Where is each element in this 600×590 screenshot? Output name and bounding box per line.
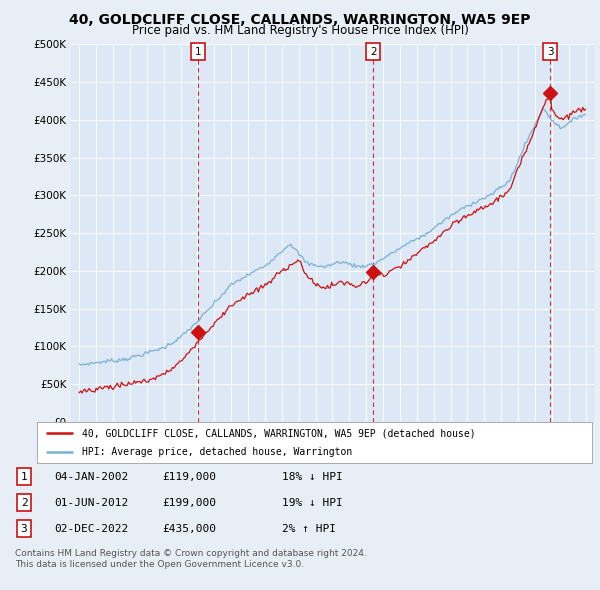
- Text: £435,000: £435,000: [162, 524, 216, 533]
- Text: This data is licensed under the Open Government Licence v3.0.: This data is licensed under the Open Gov…: [15, 560, 304, 569]
- Text: 01-JUN-2012: 01-JUN-2012: [54, 498, 128, 507]
- Text: 2% ↑ HPI: 2% ↑ HPI: [282, 524, 336, 533]
- Text: HPI: Average price, detached house, Warrington: HPI: Average price, detached house, Warr…: [82, 447, 352, 457]
- Text: £119,000: £119,000: [162, 472, 216, 481]
- Text: 1: 1: [194, 47, 201, 57]
- Text: 3: 3: [547, 47, 554, 57]
- Text: 40, GOLDCLIFF CLOSE, CALLANDS, WARRINGTON, WA5 9EP (detached house): 40, GOLDCLIFF CLOSE, CALLANDS, WARRINGTO…: [82, 428, 475, 438]
- Text: 3: 3: [20, 524, 28, 533]
- Text: 02-DEC-2022: 02-DEC-2022: [54, 524, 128, 533]
- Text: Contains HM Land Registry data © Crown copyright and database right 2024.: Contains HM Land Registry data © Crown c…: [15, 549, 367, 558]
- Text: 18% ↓ HPI: 18% ↓ HPI: [282, 472, 343, 481]
- Text: 2: 2: [370, 47, 377, 57]
- Text: 2: 2: [20, 498, 28, 507]
- Text: 40, GOLDCLIFF CLOSE, CALLANDS, WARRINGTON, WA5 9EP: 40, GOLDCLIFF CLOSE, CALLANDS, WARRINGTO…: [69, 13, 531, 27]
- Text: 1: 1: [20, 472, 28, 481]
- Text: Price paid vs. HM Land Registry's House Price Index (HPI): Price paid vs. HM Land Registry's House …: [131, 24, 469, 37]
- Text: £199,000: £199,000: [162, 498, 216, 507]
- Text: 04-JAN-2002: 04-JAN-2002: [54, 472, 128, 481]
- Text: 19% ↓ HPI: 19% ↓ HPI: [282, 498, 343, 507]
